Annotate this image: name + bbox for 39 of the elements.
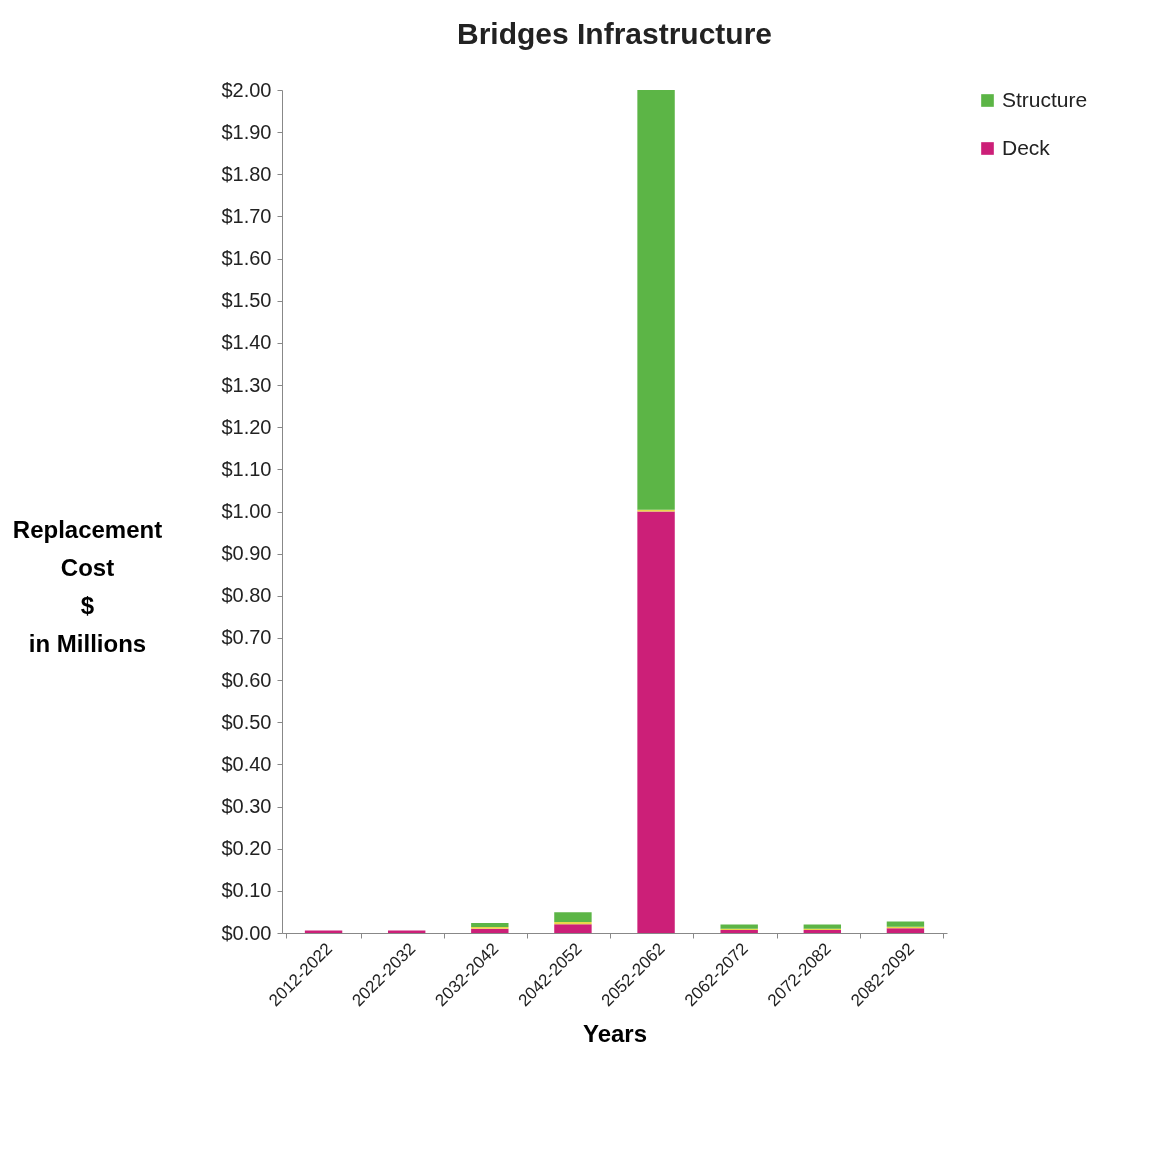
- y-tick-label: $1.00: [221, 500, 272, 522]
- y-tick-label: $0.80: [221, 584, 272, 607]
- y-tick-label: $1.70: [221, 204, 272, 227]
- bar: [886, 928, 925, 933]
- y-tick-label: $1.10: [221, 457, 272, 480]
- y-tick-label: $1.30: [221, 373, 272, 396]
- y-tick-label: $0.00: [221, 921, 272, 944]
- y-tick-label: $1.80: [221, 162, 272, 185]
- y-tick-label: $0.50: [221, 710, 272, 733]
- x-axis-title: Years: [582, 1020, 648, 1048]
- bar: [554, 912, 592, 923]
- y-tick-label: $0.40: [221, 752, 272, 775]
- bar: [554, 922, 592, 925]
- bar: [637, 90, 675, 510]
- y-tick-label: $1.60: [221, 247, 272, 270]
- bar: [554, 924, 592, 933]
- bar: [387, 930, 426, 933]
- y-tick-label: $1.20: [221, 415, 272, 438]
- y-tick-label: $1.40: [221, 331, 272, 354]
- bar: [886, 921, 925, 927]
- y-tick-label: $2.00: [221, 78, 272, 101]
- y-tick-label: $0.90: [221, 542, 272, 565]
- legend-label: Deck: [1002, 135, 1051, 159]
- y-tick-label: $1.50: [221, 289, 272, 312]
- bar: [720, 924, 758, 929]
- chart-title: Bridges Infrastructure: [456, 17, 773, 50]
- y-axis-title: Replacement Cost $ in Millions: [12, 515, 163, 657]
- legend-label: Structure: [1002, 87, 1088, 111]
- y-tick-label: $0.10: [221, 879, 272, 902]
- bar: [471, 922, 509, 928]
- bar: [637, 511, 675, 933]
- y-tick-label: $1.90: [221, 120, 272, 143]
- bar: [304, 930, 343, 933]
- bar: [803, 924, 842, 929]
- y-tick-label: $0.60: [221, 668, 272, 691]
- y-tick-label: $0.30: [221, 795, 272, 818]
- y-tick-label: $0.20: [221, 837, 272, 860]
- y-tick-label: $0.70: [221, 626, 272, 649]
- bar: [471, 928, 509, 933]
